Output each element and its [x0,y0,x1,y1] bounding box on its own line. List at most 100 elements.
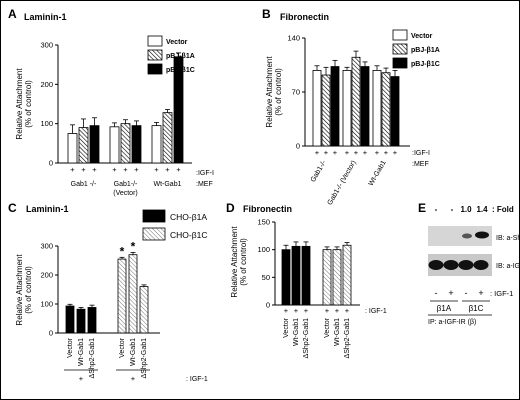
e-lane-sign: - [465,288,468,298]
e-fold-value: 1.0 [460,205,472,214]
e-band [475,231,489,239]
panel-e-label: E [418,201,426,215]
d-plus-igf: + [284,306,289,315]
a-bar [89,125,100,164]
e-fold-label: : Fold [492,205,514,214]
e-lane-sign: - [435,288,438,298]
d-bar [342,244,352,306]
c-row-label-igf: : IGF-1 [186,376,208,383]
b-legend-label: pBJ-β1A [411,47,440,54]
panel-d-title: Fibronectin [243,204,292,214]
c-bar [139,286,149,334]
e-fold-value: - [435,205,438,214]
c-bar [117,258,127,334]
b-ytick-label: 0 [296,142,300,151]
a-plus-igf: + [134,165,139,174]
c-ytick-label: 200 [40,271,53,280]
a-y-axis-label: Relative Attachment(% of control) [15,68,33,140]
b-ytick-label: 140 [287,34,300,43]
c-ytick-label: 100 [40,300,53,309]
c-y-axis-label: Relative Attachment(% of control) [15,254,33,326]
a-row-label-igf: :IGF-I [196,170,214,177]
a-legend-swatch [147,63,163,75]
c-significance-star: * [120,244,125,258]
c-legend-swatch [142,227,166,241]
c-ytick-label: 0 [49,329,53,338]
b-plus-igf: + [324,148,329,157]
d-bar [322,249,332,306]
a-legend-swatch [147,49,163,61]
c-category-label: ΔShp2-Gab1 [89,338,96,379]
e-band [443,260,459,270]
a-group-label: Wt-Gab1 [153,181,181,188]
e-fold-value: - [451,205,454,214]
a-plus-igf: + [112,165,117,174]
c-ytick-label: 300 [40,242,53,251]
e-lane-sign: + [478,288,483,298]
a-bar [78,127,89,164]
panel-b-title: Fibronectin [280,12,329,22]
b-group-label: Gab1-/- [310,159,328,184]
b-row-label-igf: :IGF-I [412,150,430,157]
b-bar [312,70,322,147]
d-category-label: ΔShp2-Gab1 [303,318,310,359]
b-bar [390,76,400,147]
a-plus-igf: + [81,165,86,174]
c-legend-swatch [142,209,166,223]
d-bar [301,245,311,306]
a-bar [120,123,131,164]
d-row-label-igf: : IGF-1 [365,308,387,315]
panel-d-label: D [226,201,235,215]
a-plus-igf: + [165,165,170,174]
a-row-label-mef: :MEF [196,181,213,188]
d-bar [291,245,301,306]
b-bar [381,72,391,147]
d-plus-igf: + [335,306,340,315]
chart-c: 0 100 200 300 Relative Attachment(% of contr… [15,209,208,383]
a-bar [131,125,142,164]
a-ytick-label: 300 [40,41,53,50]
a-plus-igf: + [176,165,181,174]
b-legend-swatch [392,43,408,55]
e-blot-shp2 [428,226,492,246]
e-fold-value: 1.4 [476,205,488,214]
a-legend-label: pBJ-β1A [166,53,195,60]
b-ytick-label: 70 [292,88,300,97]
b-bar [321,74,331,147]
d-ytick-label: 0 [266,301,270,310]
b-plus-igf: + [345,148,350,157]
a-plus-igf: + [154,165,159,174]
b-bar [351,56,361,147]
d-ytick-label: 100 [257,245,270,254]
e-lane-sign: + [448,288,453,298]
c-significance-star: * [131,239,136,253]
a-plus-igf: + [70,165,75,174]
d-bar [332,249,342,306]
a-ytick-label: 100 [40,119,53,128]
a-plus-igf: + [92,165,97,174]
a-bar [67,133,78,164]
e-group-label: β1C [469,304,484,313]
c-bar [76,308,86,334]
b-plus-igf: + [384,148,389,157]
c-bar [128,254,138,334]
e-blot2-label: IB: a-IGF-IR (β) [496,263,520,270]
d-category-label: Vector [283,317,290,338]
d-plus-igf: + [304,306,309,315]
d-category-label: ΔShp2-Gab1 [344,318,351,359]
panel-c-label: C [8,201,17,215]
a-legend-label: pBJ-β1C [166,67,195,74]
panel-a-title: Laminin-1 [24,12,67,22]
b-plus-igf: + [354,148,359,157]
b-legend-swatch [392,29,408,41]
c-category-label: Wt-Gab1 [78,338,85,366]
c-category-label: Vector [67,337,74,358]
a-bar [151,125,162,164]
b-legend-label: Vector [411,33,433,40]
a-plus-igf: + [123,165,128,174]
c-plus-igf: + [79,374,84,383]
c-category-label: Wt-Gab1 [130,338,137,366]
c-legend-label: CHO-β1C [170,230,207,240]
